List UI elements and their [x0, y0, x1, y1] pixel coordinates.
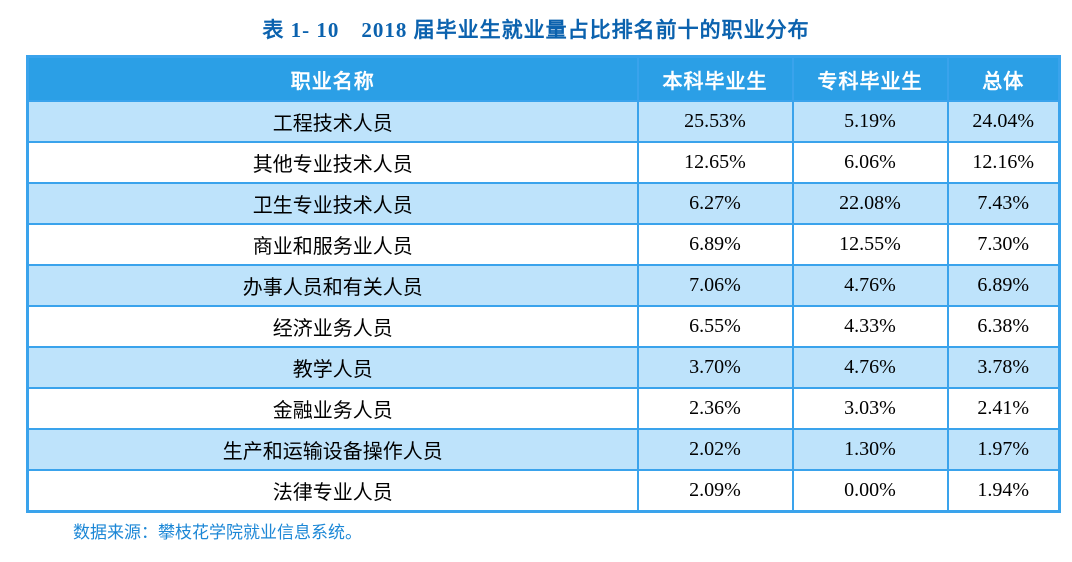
- page-title: 表 1- 10 2018 届毕业生就业量占比排名前十的职业分布: [262, 18, 810, 42]
- overall-cell: 3.78%: [946, 346, 1061, 389]
- junior-college-cell: 6.06%: [791, 141, 949, 184]
- header-junior-college: 专科毕业生: [791, 55, 949, 102]
- occupation-cell: 法律专业人员: [26, 469, 639, 513]
- undergraduate-cell: 7.06%: [636, 264, 794, 307]
- header-occupation: 职业名称: [26, 55, 639, 102]
- table-row: 办事人员和有关人员 7.06% 4.76% 6.89%: [26, 264, 1061, 307]
- undergraduate-cell: 25.53%: [636, 100, 794, 143]
- data-source-note: 数据来源：攀枝花学院就业信息系统。: [73, 523, 362, 542]
- overall-cell: 7.30%: [946, 223, 1061, 266]
- occupation-cell: 工程技术人员: [26, 100, 639, 143]
- table-row: 经济业务人员 6.55% 4.33% 6.38%: [26, 305, 1061, 348]
- junior-college-cell: 4.76%: [791, 346, 949, 389]
- junior-college-cell: 0.00%: [791, 469, 949, 513]
- occupation-cell: 办事人员和有关人员: [26, 264, 639, 307]
- header-overall: 总体: [946, 55, 1061, 102]
- table-row: 工程技术人员 25.53% 5.19% 24.04%: [26, 100, 1061, 143]
- undergraduate-cell: 2.02%: [636, 428, 794, 471]
- table-row: 卫生专业技术人员 6.27% 22.08% 7.43%: [26, 182, 1061, 225]
- occupation-cell: 教学人员: [26, 346, 639, 389]
- table-row: 金融业务人员 2.36% 3.03% 2.41%: [26, 387, 1061, 430]
- table-row: 其他专业技术人员 12.65% 6.06% 12.16%: [26, 141, 1061, 184]
- junior-college-cell: 1.30%: [791, 428, 949, 471]
- overall-cell: 6.38%: [946, 305, 1061, 348]
- occupation-cell: 生产和运输设备操作人员: [26, 428, 639, 471]
- undergraduate-cell: 6.27%: [636, 182, 794, 225]
- undergraduate-cell: 6.55%: [636, 305, 794, 348]
- occupation-cell: 卫生专业技术人员: [26, 182, 639, 225]
- table-header-row: 职业名称 本科毕业生 专科毕业生 总体: [26, 55, 1061, 102]
- overall-cell: 1.94%: [946, 469, 1061, 513]
- overall-cell: 2.41%: [946, 387, 1061, 430]
- undergraduate-cell: 12.65%: [636, 141, 794, 184]
- undergraduate-cell: 2.09%: [636, 469, 794, 513]
- junior-college-cell: 4.76%: [791, 264, 949, 307]
- undergraduate-cell: 6.89%: [636, 223, 794, 266]
- overall-cell: 12.16%: [946, 141, 1061, 184]
- junior-college-cell: 4.33%: [791, 305, 949, 348]
- table-row: 法律专业人员 2.09% 0.00% 1.94%: [26, 469, 1061, 513]
- occupation-distribution-table: 职业名称 本科毕业生 专科毕业生 总体 工程技术人员 25.53% 5.19% …: [26, 55, 1061, 513]
- undergraduate-cell: 2.36%: [636, 387, 794, 430]
- occupation-cell: 经济业务人员: [26, 305, 639, 348]
- overall-cell: 6.89%: [946, 264, 1061, 307]
- overall-cell: 1.97%: [946, 428, 1061, 471]
- header-undergraduate: 本科毕业生: [636, 55, 794, 102]
- occupation-cell: 金融业务人员: [26, 387, 639, 430]
- overall-cell: 7.43%: [946, 182, 1061, 225]
- junior-college-cell: 3.03%: [791, 387, 949, 430]
- junior-college-cell: 12.55%: [791, 223, 949, 266]
- occupation-cell: 其他专业技术人员: [26, 141, 639, 184]
- junior-college-cell: 22.08%: [791, 182, 949, 225]
- occupation-cell: 商业和服务业人员: [26, 223, 639, 266]
- overall-cell: 24.04%: [946, 100, 1061, 143]
- table-row: 教学人员 3.70% 4.76% 3.78%: [26, 346, 1061, 389]
- table-row: 商业和服务业人员 6.89% 12.55% 7.30%: [26, 223, 1061, 266]
- undergraduate-cell: 3.70%: [636, 346, 794, 389]
- junior-college-cell: 5.19%: [791, 100, 949, 143]
- table-row: 生产和运输设备操作人员 2.02% 1.30% 1.97%: [26, 428, 1061, 471]
